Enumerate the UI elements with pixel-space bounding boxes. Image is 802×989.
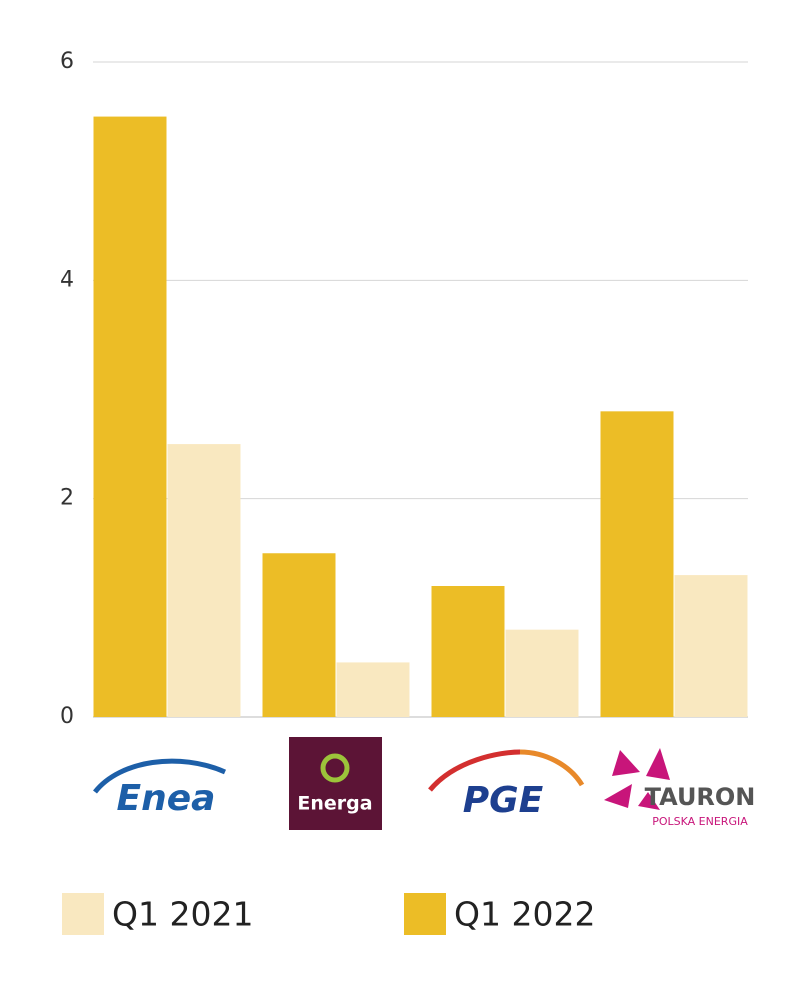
- bar: [93, 116, 167, 718]
- y-tick-label: 2: [60, 486, 74, 511]
- bar: [600, 411, 674, 717]
- logo-mark: [320, 753, 350, 783]
- bar: [431, 586, 505, 717]
- logo-label: Enea: [117, 778, 216, 819]
- bar: [167, 444, 241, 717]
- legend-swatch: [404, 893, 446, 935]
- legend-label: Q1 2021: [112, 895, 253, 934]
- logo-mark: [604, 748, 670, 810]
- logo-label: TAURON: [645, 783, 756, 811]
- y-tick-label: 6: [60, 49, 74, 74]
- logo-label: PGE: [463, 780, 544, 821]
- logo-arc: [428, 749, 521, 792]
- bar: [505, 629, 579, 717]
- logos: Enea Energa PGE TAURON POLSKA ENERGIA: [93, 737, 756, 830]
- y-tick-label: 4: [60, 267, 74, 292]
- logo-sublabel: POLSKA ENERGIA: [652, 815, 748, 828]
- legend-swatch: [62, 893, 104, 935]
- bar: [674, 575, 748, 717]
- logo-arc: [519, 749, 585, 787]
- legend-label: Q1 2022: [454, 895, 595, 934]
- y-tick-label: 0: [60, 704, 74, 729]
- logo-swoosh: [93, 758, 227, 794]
- bar: [262, 553, 336, 717]
- logo-label: Energa: [297, 793, 372, 815]
- bar: [336, 662, 410, 717]
- logo-box: [289, 737, 382, 830]
